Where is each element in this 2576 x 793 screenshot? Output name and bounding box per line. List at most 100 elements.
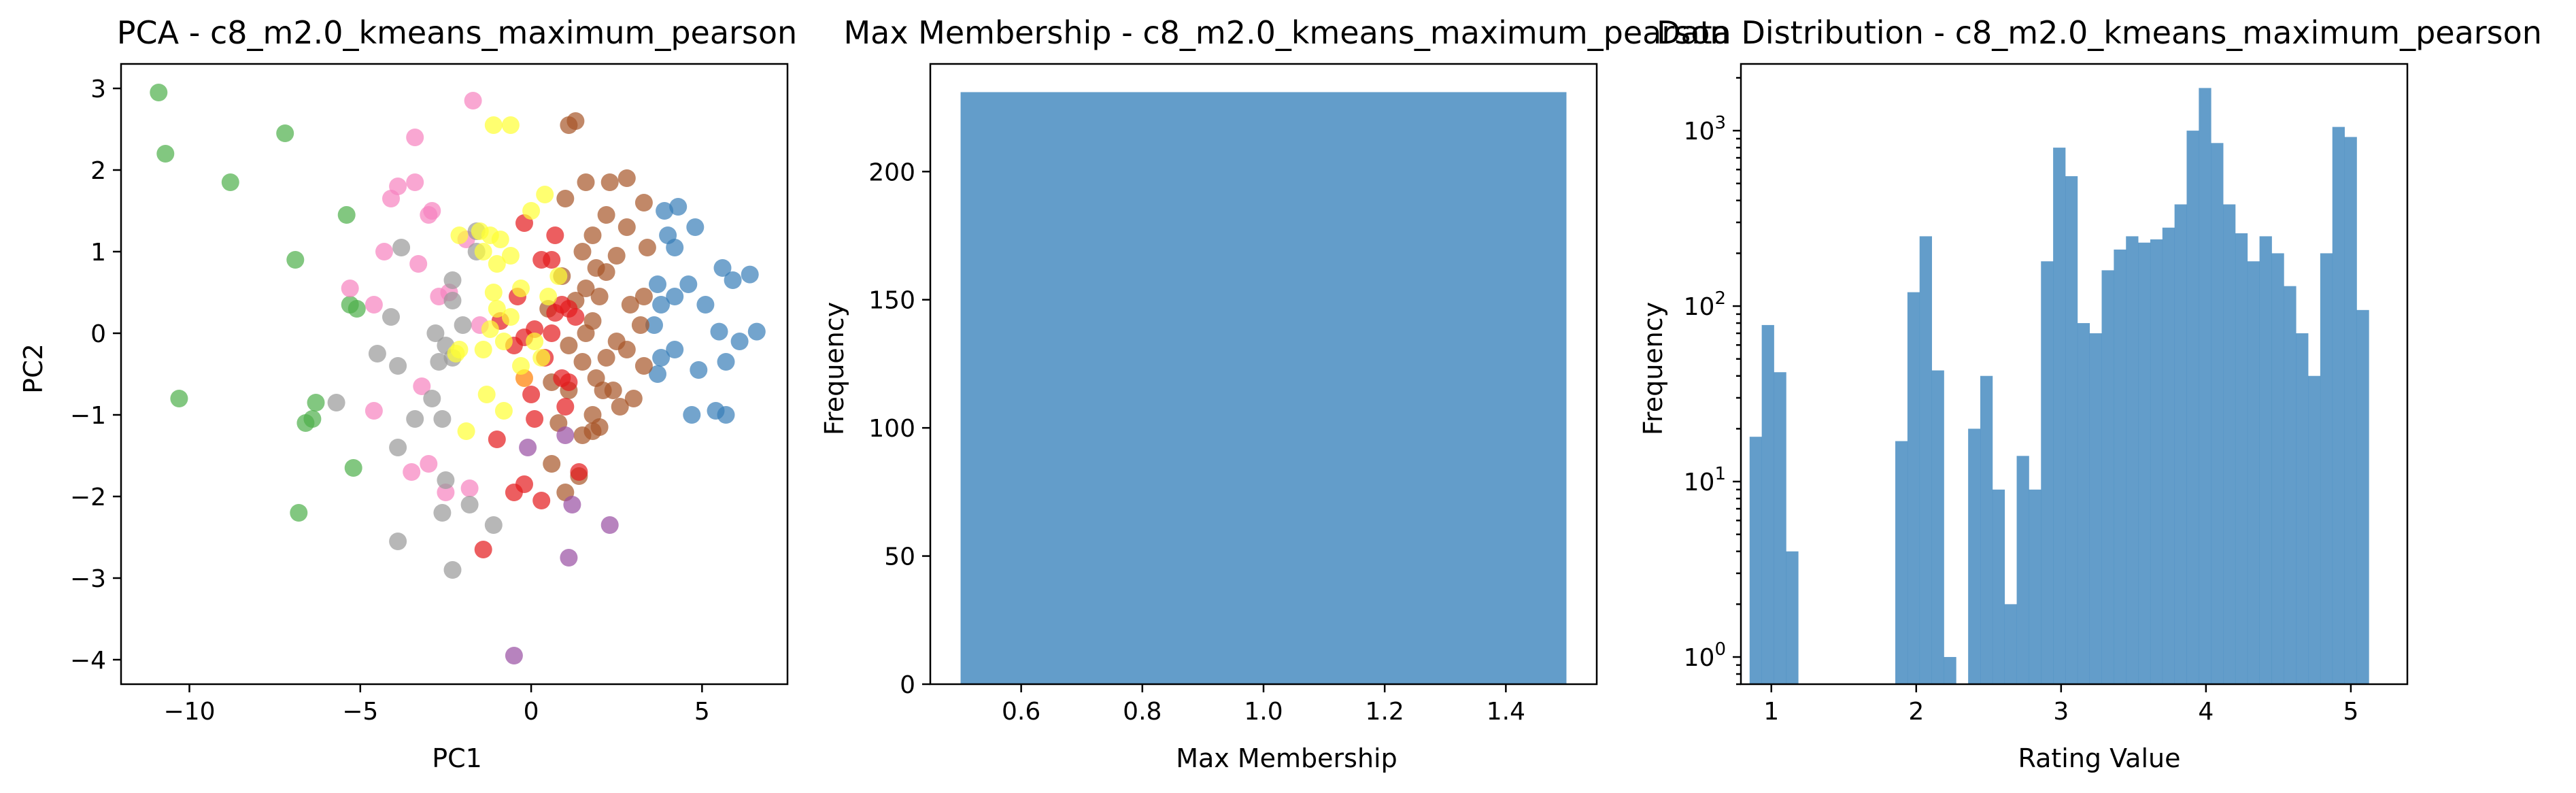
scatter-point (747, 322, 766, 341)
scatter-point (543, 455, 561, 473)
scatter-point (150, 84, 168, 101)
distribution-bar (2114, 249, 2126, 684)
scatter-point (645, 316, 663, 334)
scatter-point (730, 333, 749, 350)
scatter-point (526, 333, 544, 350)
scatter-point (583, 226, 602, 244)
scatter-point (631, 316, 649, 334)
scatter-point (638, 239, 656, 256)
scatter-point (221, 173, 239, 191)
distribution-y-axis-label: Frequency (1638, 302, 1668, 435)
scatter-point (532, 492, 551, 509)
distribution-bar (1944, 657, 1956, 684)
scatter-point (450, 226, 469, 244)
scatter-point (488, 255, 506, 273)
distribution-bar (2211, 143, 2224, 685)
scatter-point (389, 439, 407, 456)
scatter-point (607, 247, 626, 265)
scatter-point (512, 280, 530, 297)
distribution-bar (1749, 437, 1763, 684)
scatter-point (717, 406, 735, 424)
scatter-point (573, 353, 592, 371)
scatter-point (560, 337, 578, 354)
scatter-point (156, 145, 175, 163)
distribution-bar (2004, 604, 2017, 684)
scatter-point (344, 459, 362, 477)
distribution-bars (1749, 88, 2369, 685)
scatter-point (594, 382, 612, 399)
pca-points (150, 84, 766, 664)
scatter-point (600, 173, 619, 191)
scatter-point (600, 516, 619, 534)
scatter-point (433, 410, 452, 428)
distribution-ticks: 1 2 3 4 5 100 101 102 103 (1684, 77, 2358, 726)
membership-ytick-label: 200 (868, 158, 915, 186)
distribution-xtick-label: 2 (1908, 698, 1924, 726)
scatter-point (505, 647, 523, 664)
scatter-point (491, 231, 509, 248)
distribution-bar (1931, 370, 1944, 684)
scatter-point (443, 292, 462, 309)
scatter-point (501, 308, 520, 326)
scatter-point (539, 288, 558, 305)
scatter-point (617, 218, 636, 236)
scatter-point (611, 398, 629, 416)
pca-title: PCA - c8_m2.0_kmeans_maximum_pearson (117, 14, 797, 51)
scatter-point (543, 324, 561, 342)
scatter-point (519, 439, 537, 456)
scatter-point (556, 190, 575, 207)
scatter-point (666, 239, 684, 256)
scatter-point (560, 373, 578, 391)
pca-ytick-label: 1 (90, 239, 106, 267)
distribution-bar (2356, 309, 2369, 684)
scatter-point (409, 255, 428, 273)
scatter-point (375, 243, 393, 260)
scatter-point (501, 116, 520, 134)
distribution-bar (1919, 236, 1932, 684)
membership-bars (960, 92, 1567, 685)
scatter-point (522, 202, 541, 220)
distribution-bar (2053, 148, 2066, 685)
scatter-point (583, 422, 602, 440)
scatter-point (532, 349, 551, 367)
scatter-point (649, 365, 666, 383)
pca-ytick-label: −3 (70, 565, 106, 593)
membership-ytick-label: 0 (900, 671, 915, 699)
pca-ytick-label: −1 (70, 402, 106, 430)
scatter-point (337, 206, 356, 224)
scatter-point (488, 431, 506, 448)
scatter-point (683, 406, 701, 424)
scatter-point (460, 479, 479, 497)
distribution-bar (2174, 204, 2187, 684)
distribution-bar (1786, 551, 1799, 684)
scatter-point (590, 288, 609, 305)
membership-axes-frame (929, 63, 1598, 686)
pca-ytick-label: 2 (90, 157, 106, 185)
scatter-point (406, 173, 424, 191)
membership-xtick-label: 0.8 (1123, 698, 1162, 726)
scatter-point (560, 549, 578, 567)
distribution-bar (2077, 323, 2090, 684)
scatter-point (717, 353, 735, 371)
distribution-bar (2344, 137, 2357, 684)
scatter-point (556, 426, 575, 444)
distribution-bar (1980, 375, 1993, 684)
scatter-point (563, 496, 581, 513)
scatter-point (634, 194, 653, 212)
scatter-point (624, 390, 643, 407)
membership-y-axis-label: Frequency (819, 302, 849, 435)
scatter-point (481, 320, 499, 338)
scatter-point (307, 394, 325, 411)
scatter-point (512, 357, 530, 375)
distribution-bar (2284, 286, 2297, 684)
pca-ytick-label: 3 (90, 75, 106, 103)
scatter-point (296, 414, 315, 432)
distribution-bar (2126, 236, 2139, 684)
pca-ytick-label: −2 (70, 484, 106, 511)
scatter-point (656, 202, 674, 220)
membership-xtick-label: 1.2 (1366, 698, 1404, 726)
membership-xtick-label: 1.0 (1244, 698, 1283, 726)
membership-ytick-label: 150 (868, 287, 915, 315)
pca-xtick-label: −10 (164, 698, 216, 726)
